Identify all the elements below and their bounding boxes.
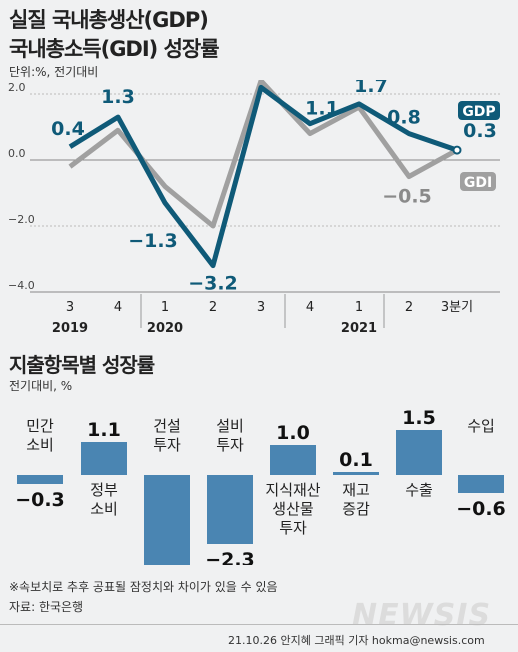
bar-category-label: 생산물 — [272, 500, 313, 518]
line-chart: 2.0 0.0 −2.0 −4.0 3 4 1 2 3 4 1 2 3분기 2019 2020 2021 0… — [8, 80, 500, 336]
bar-category-label: 설비 — [216, 417, 244, 435]
credit: 21.10.26 안지혜 그래픽 기자 hokma@newsis.com — [228, 634, 485, 647]
bar-category-label: 투자 — [153, 436, 181, 454]
bar — [396, 430, 442, 475]
legend-gdp-label: GDP — [462, 104, 495, 120]
gdp-data-label: 2.2 — [236, 80, 270, 82]
bar-value-label: 1.5 — [402, 407, 436, 429]
source: 자료: 한국은행 — [9, 600, 84, 614]
line-chart-legend: GDP GDI — [458, 101, 500, 191]
gdp-data-label: 1.3 — [101, 86, 135, 108]
bar-category-label: 소비 — [90, 500, 118, 518]
bar-value-label: 0.1 — [339, 449, 373, 471]
bar — [270, 445, 316, 475]
bar-category-label: 소비 — [26, 436, 54, 454]
x-tick-label: 3 — [257, 300, 265, 315]
bar-value-label: −0.6 — [456, 498, 506, 520]
bar-category-label: 건설 — [153, 417, 181, 435]
gdp-line — [68, 84, 458, 269]
bar-chart-title: 지출항목별 성장률 — [9, 353, 155, 377]
legend-gdi-label: GDI — [464, 175, 492, 191]
bar — [207, 475, 253, 544]
gdp-data-label: 0.3 — [463, 120, 497, 142]
bar — [458, 475, 504, 493]
bar-category-label: 민간 — [26, 417, 54, 435]
y-tick-label: 2.0 — [8, 81, 26, 94]
chart-title-line1: 실질 국내총생산(GDP) — [9, 8, 209, 32]
newsis-watermark: NEWSIS — [352, 598, 492, 633]
bar — [17, 475, 63, 484]
x-tick-label: 2 — [405, 300, 413, 315]
year-label: 2020 — [147, 321, 183, 336]
x-tick-label: 4 — [306, 300, 314, 315]
gdp-data-label: −3.2 — [188, 273, 238, 295]
y-tick-label: −2.0 — [8, 213, 35, 226]
footer-divider — [0, 624, 518, 625]
bar-category-label: 증감 — [342, 500, 370, 518]
line-chart-x-axis: 3 4 1 2 3 4 1 2 3분기 2019 2020 2021 — [30, 291, 500, 336]
line-chart-labels: 0.4 1.3 −1.3 −3.2 2.2 1.1 1.7 0.8 0.3 −0.5 — [51, 80, 497, 295]
bar-value-label: 1.1 — [87, 419, 121, 441]
year-label: 2021 — [341, 321, 377, 336]
bar-category-label: 투자 — [279, 519, 307, 537]
x-tick-label: 3분기 — [441, 300, 473, 315]
gdp-data-label: −1.3 — [128, 230, 178, 252]
line-chart-series — [68, 80, 462, 269]
gdp-data-label: 0.4 — [51, 118, 85, 140]
legend-gdp-swatch — [458, 101, 500, 120]
line-chart-y-ticks: 2.0 0.0 −2.0 −4.0 — [8, 81, 35, 292]
y-tick-label: 0.0 — [8, 147, 26, 160]
x-tick-label: 3 — [66, 300, 74, 315]
gdp-data-label: 0.8 — [387, 107, 421, 129]
bar-value-label: 1.0 — [276, 422, 310, 444]
bar-chart-unit: 전기대비, % — [9, 379, 73, 393]
gdp-end-marker — [452, 145, 462, 155]
line-chart-grid — [30, 93, 500, 293]
bar-category-label: 정부 — [90, 481, 118, 499]
bar-category-label: 수출 — [405, 481, 433, 499]
x-tick-label: 1 — [355, 300, 363, 315]
bar-category-label: 수입 — [467, 417, 495, 435]
x-tick-label: 4 — [114, 300, 122, 315]
line-chart-unit: 단위:%, 전기대비 — [9, 65, 99, 79]
y-tick-label: −4.0 — [8, 279, 35, 292]
bar — [81, 442, 127, 475]
bar-category-label: 투자 — [216, 436, 244, 454]
bar-category-label: 지식재산 — [265, 481, 320, 499]
bar — [333, 472, 379, 475]
bar-category-label: 재고 — [342, 481, 370, 499]
bar — [144, 475, 190, 565]
bar-value-label: −0.3 — [15, 489, 65, 511]
bar-value-label: −2.3 — [205, 549, 255, 565]
bar-chart: −0.3민간소비1.1정부소비−3.0건설투자−2.3설비투자1.0지식재산생산… — [15, 407, 506, 565]
bar-chart-bars: −0.3민간소비1.1정부소비−3.0건설투자−2.3설비투자1.0지식재산생산… — [15, 407, 506, 565]
chart-title-line2: 국내총소득(GDI) 성장률 — [9, 37, 220, 61]
x-tick-label: 1 — [161, 300, 169, 315]
x-tick-label: 2 — [209, 300, 217, 315]
gdp-data-label: 1.7 — [354, 80, 388, 97]
footnote: ※속보치로 추후 공표될 잠정치와 차이가 있을 수 있음 — [9, 580, 278, 594]
gdp-data-label: 1.1 — [305, 98, 339, 120]
legend-gdp: GDP — [458, 101, 500, 120]
year-label: 2019 — [52, 321, 88, 336]
legend-gdi: GDI — [460, 172, 496, 191]
legend-gdi-swatch — [460, 172, 496, 191]
gdi-data-label: −0.5 — [382, 186, 432, 208]
